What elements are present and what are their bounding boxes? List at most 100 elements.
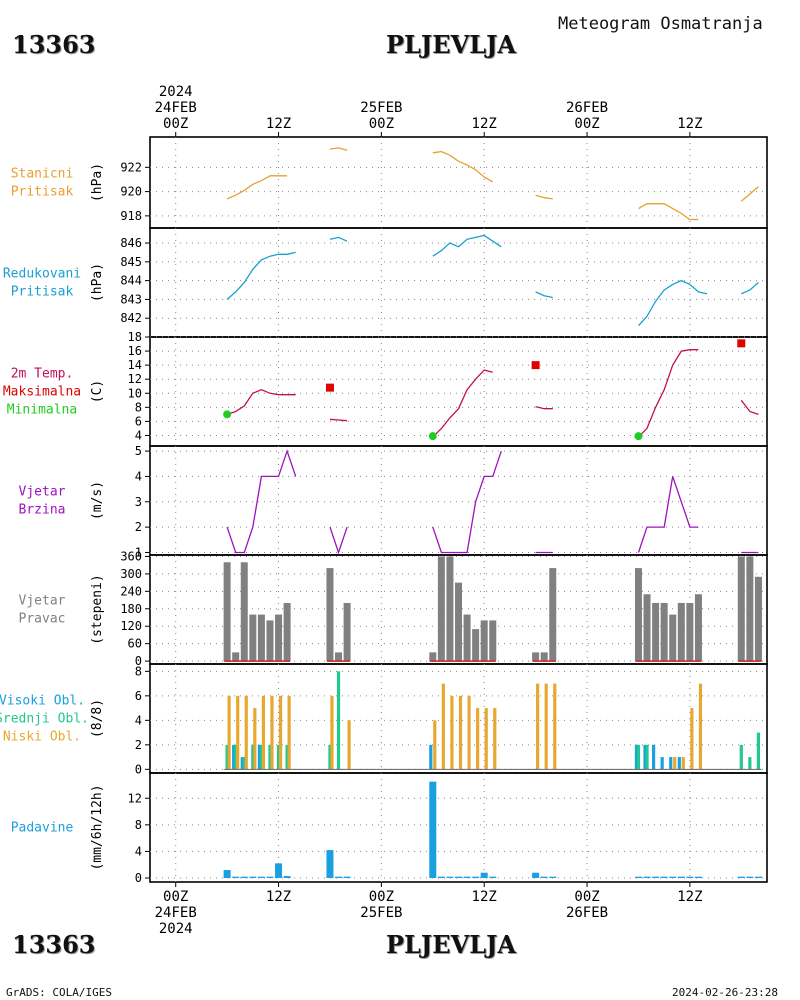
tmin-marker bbox=[428, 432, 437, 441]
wind-speed-legend-label: Vjetar bbox=[19, 485, 66, 500]
precip-bar bbox=[746, 876, 754, 879]
mid-cloud-bar bbox=[748, 757, 752, 770]
low-cloud-bar bbox=[270, 695, 274, 770]
low-cloud-bar bbox=[253, 708, 257, 770]
precip-bar bbox=[754, 876, 762, 879]
precipitation-frame bbox=[149, 772, 768, 883]
reduced-pressure-series-line bbox=[638, 279, 708, 327]
mid-cloud-bar bbox=[336, 671, 341, 770]
low-cloud-bar bbox=[347, 720, 351, 770]
wind-direction-unit-label: (stepeni) bbox=[90, 574, 105, 644]
wind-direction-ytick-label: 0 bbox=[135, 654, 142, 668]
station-id-bottom: 13363 bbox=[12, 930, 96, 959]
precipitation-ytick-label: 0 bbox=[135, 871, 142, 885]
day-label-top: 24FEB bbox=[155, 100, 197, 116]
precip-bar bbox=[437, 876, 445, 879]
precip-bar bbox=[240, 876, 248, 879]
low-cloud-bar bbox=[441, 683, 445, 770]
precip-bar bbox=[335, 876, 343, 879]
station-name-bottom: PLJEVLJA bbox=[386, 930, 517, 959]
low-cloud-bar bbox=[227, 695, 231, 770]
reduced-pressure-series-line bbox=[535, 291, 553, 299]
high-cloud-bar bbox=[429, 744, 433, 770]
clouds-ytick-label: 0 bbox=[135, 762, 142, 776]
day-label-top: 25FEB bbox=[360, 100, 402, 116]
precip-bar bbox=[446, 876, 454, 879]
clouds-ytick-label: 4 bbox=[135, 713, 142, 727]
clouds-ytick-label: 2 bbox=[135, 738, 142, 752]
precipitation-ytick-label: 8 bbox=[135, 818, 142, 832]
wind-direction-bar bbox=[532, 652, 540, 662]
wind-speed-ytick-label: 2 bbox=[135, 520, 142, 534]
wind-direction-bar bbox=[343, 602, 351, 662]
precip-bar bbox=[540, 876, 548, 879]
clouds-legend-label: Niski Obl. bbox=[3, 730, 81, 745]
mid-cloud-bar bbox=[756, 732, 761, 770]
wind-speed-series-line bbox=[226, 449, 297, 554]
low-cloud-bar bbox=[330, 695, 334, 770]
station-id-top: 13363 bbox=[12, 30, 96, 59]
low-cloud-bar bbox=[698, 683, 703, 770]
precip-bar bbox=[489, 876, 497, 879]
station-pressure-frame bbox=[149, 136, 768, 229]
station-pressure-series-line bbox=[740, 186, 759, 202]
wind-direction-bar bbox=[694, 594, 702, 662]
year-label-top: 2024 bbox=[159, 84, 193, 100]
low-cloud-bar bbox=[681, 757, 685, 770]
low-cloud-bar bbox=[553, 683, 557, 770]
wind-direction-bar bbox=[326, 568, 334, 662]
precip-bar bbox=[634, 876, 642, 879]
low-cloud-bar bbox=[544, 683, 548, 770]
mid-cloud-bar bbox=[276, 744, 281, 770]
wind-direction-bar bbox=[455, 582, 462, 662]
reduced-pressure-ytick-label: 846 bbox=[120, 236, 142, 250]
low-cloud-bar bbox=[673, 757, 677, 770]
time-tick-label-bottom: 12Z bbox=[677, 889, 702, 905]
precip-bar bbox=[343, 876, 351, 879]
reduced-pressure-unit-label: (hPa) bbox=[90, 263, 105, 302]
temperature-series-line bbox=[638, 349, 699, 438]
time-tick-label-top: 00Z bbox=[574, 116, 599, 132]
mid-cloud-bar bbox=[645, 744, 649, 770]
wind-direction-bar bbox=[232, 652, 240, 662]
time-tick-label-top: 00Z bbox=[369, 116, 394, 132]
wind-direction-bar bbox=[489, 620, 497, 662]
wind-direction-bar bbox=[660, 602, 668, 662]
wind-speed-series-line bbox=[432, 450, 502, 554]
wind-direction-bar bbox=[283, 602, 291, 662]
wind-direction-bar bbox=[266, 620, 274, 662]
low-cloud-bar bbox=[261, 695, 266, 770]
precip-bar bbox=[223, 870, 231, 879]
high-cloud-bar bbox=[643, 744, 647, 770]
time-tick-label-bottom: 00Z bbox=[369, 889, 394, 905]
station-pressure-legend-label: Pritisak bbox=[11, 185, 74, 200]
time-tick-label-bottom: 00Z bbox=[163, 889, 188, 905]
wind-direction-bar bbox=[634, 568, 642, 662]
tmin-marker bbox=[223, 410, 232, 419]
precip-bar bbox=[549, 876, 557, 879]
mid-cloud-bar bbox=[225, 744, 229, 770]
time-tick-label-top: 12Z bbox=[266, 116, 291, 132]
reduced-pressure-frame bbox=[149, 227, 768, 338]
precip-bar bbox=[532, 872, 540, 879]
high-cloud-bar bbox=[634, 744, 639, 770]
high-cloud-bar bbox=[232, 744, 236, 770]
station-pressure-series-line bbox=[638, 203, 699, 221]
precip-bar bbox=[249, 876, 257, 879]
clouds-ytick-label: 6 bbox=[135, 689, 142, 703]
wind-direction-bar bbox=[643, 594, 651, 662]
wind-direction-legend-label: Vjetar bbox=[19, 594, 66, 609]
precip-bar bbox=[455, 876, 462, 879]
wind-speed-ytick-label: 1 bbox=[135, 545, 142, 559]
station-pressure-ytick-label: 918 bbox=[120, 209, 142, 223]
wind-direction-ytick-label: 360 bbox=[120, 549, 142, 563]
low-cloud-bar bbox=[458, 695, 463, 770]
temperature-legend-label: Minimalna bbox=[7, 403, 77, 418]
wind-speed-series-line bbox=[329, 526, 348, 555]
wind-direction-bar bbox=[275, 614, 283, 662]
precip-bar bbox=[283, 876, 291, 879]
wind-direction-bar bbox=[669, 614, 677, 662]
wind-direction-bar bbox=[249, 614, 257, 662]
wind-direction-ytick-label: 240 bbox=[120, 584, 142, 598]
